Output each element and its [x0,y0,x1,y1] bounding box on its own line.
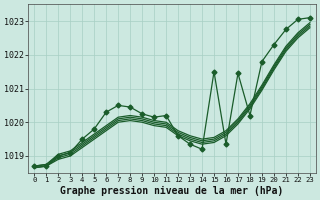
X-axis label: Graphe pression niveau de la mer (hPa): Graphe pression niveau de la mer (hPa) [60,186,284,196]
